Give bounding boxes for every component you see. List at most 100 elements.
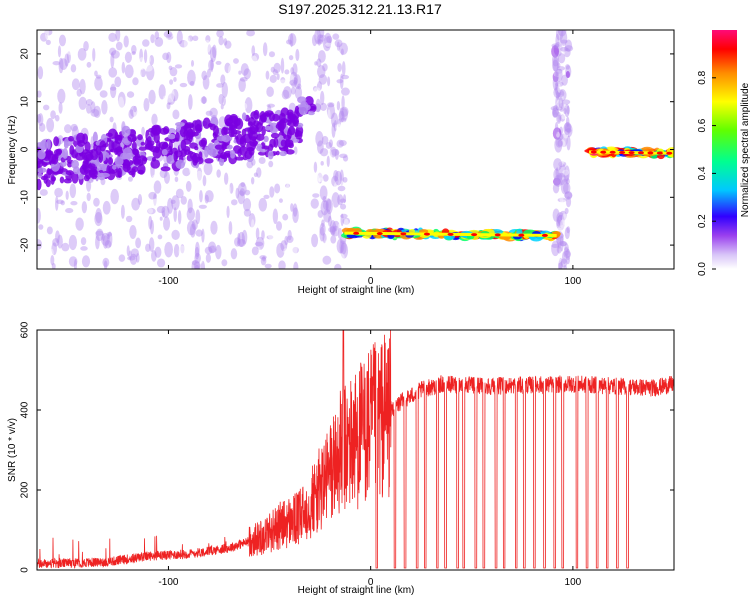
spectrogram-noise-mark (109, 116, 114, 123)
spectrogram-peak-mark (666, 151, 673, 155)
spectrogram-noise-mark (269, 186, 275, 198)
spectrogram-noise-mark (258, 157, 266, 164)
spectrogram-noise-mark (317, 210, 324, 218)
spectrogram-noise-mark (209, 107, 218, 118)
spectrogram-noise-mark (557, 197, 567, 203)
spectrogram-noise-mark (341, 61, 346, 77)
spectrogram-noise-mark (162, 210, 166, 218)
spectrogram-noise-mark (564, 207, 569, 215)
spectrogram-noise-mark (50, 248, 54, 258)
spectrogram-noise-mark (94, 70, 98, 77)
spectrogram-noise-mark (224, 40, 232, 49)
spectrogram-noise-mark (190, 59, 195, 68)
spectrogram-noise-mark (255, 236, 265, 250)
spectrogram-noise-mark (559, 30, 568, 46)
spectrogram-noise-mark (317, 38, 322, 46)
spectrogram-noise-mark (342, 121, 347, 128)
spectrogram-noise-mark (343, 194, 347, 204)
spectrogram-noise-mark (558, 260, 563, 269)
spectrogram-noise-mark (106, 232, 113, 237)
spectrogram-peak-mark (600, 150, 607, 154)
spectrogram-segment-mark (95, 145, 102, 156)
spectrogram-noise-mark (565, 64, 570, 70)
spectrogram-noise-mark (136, 113, 145, 120)
spectrogram-noise-mark (561, 114, 566, 120)
spectrogram-noise-mark (314, 61, 318, 66)
spectrogram-noise-mark (213, 238, 220, 249)
spectrogram-noise-mark (45, 46, 52, 62)
spectrogram-noise-mark (562, 213, 567, 225)
spectrogram-noise-mark (316, 169, 323, 183)
spectrogram-noise-mark (216, 169, 221, 178)
spectrogram-segment-mark (200, 137, 208, 147)
spectrogram-noise-mark (143, 54, 151, 65)
spectrogram-noise-mark (171, 195, 180, 211)
spectrogram-noise-mark (564, 247, 569, 253)
spectrogram-noise-mark (86, 104, 92, 114)
spectrogram-noise-mark (208, 241, 217, 254)
spectrogram-noise-mark (230, 248, 238, 260)
spectrogram-noise-mark (326, 57, 333, 67)
spectrogram-segment-mark (297, 96, 307, 104)
spectrogram-noise-mark (297, 83, 302, 90)
spectrogram-noise-mark (189, 223, 196, 238)
spectrogram-noise-mark (54, 187, 63, 198)
spectrogram-noise-mark (283, 248, 288, 254)
spectrogram-segment-mark (188, 128, 194, 140)
spectrogram-noise-mark (554, 71, 559, 77)
spectrogram-segment-mark (114, 156, 124, 167)
spectrogram-noise-mark (203, 40, 211, 53)
spectrogram-noise-mark (208, 59, 215, 71)
spectrogram-noise-mark (77, 48, 87, 61)
spectrogram-noise-mark (552, 71, 559, 83)
spectrogram-noise-mark (54, 114, 60, 122)
spectrogram-noise-mark (563, 250, 571, 258)
spectrogram-noise-mark (171, 229, 180, 240)
spectrogram-noise-mark (68, 234, 78, 251)
spectrogram-noise-mark (290, 67, 294, 75)
spectrogram-noise-mark (328, 139, 334, 148)
spectrogram-noise-mark (216, 30, 224, 38)
spectrogram-noise-mark (320, 160, 324, 166)
spectrogram-noise-mark (191, 259, 200, 269)
spectrogram-noise-mark (94, 76, 103, 91)
spectrogram-noise-mark (94, 211, 103, 227)
spectrogram-noise-mark (100, 232, 110, 246)
spectrogram-noise-mark (198, 204, 207, 209)
spectrogram-noise-mark (290, 86, 296, 95)
spectrogram-noise-mark (555, 81, 564, 87)
spectrogram-noise-mark (564, 191, 573, 199)
spectrogram-noise-mark (228, 65, 232, 79)
spectrogram-noise-mark (273, 62, 281, 74)
spectrogram-noise-mark (204, 246, 213, 255)
spectrogram-noise-mark (125, 215, 133, 223)
spectrogram-noise-mark (240, 31, 246, 39)
spectrogram-noise-mark (220, 74, 226, 85)
spectrogram-noise-mark (343, 218, 349, 231)
spectrogram-noise-mark (564, 104, 570, 118)
spectrogram-noise-mark (323, 36, 330, 46)
spectrogram-segment-mark (74, 152, 85, 161)
snr-y-axis-label: SNR (10 * v/v) (7, 418, 18, 482)
spectrogram-segment-mark (285, 149, 295, 155)
spectrogram-segment-mark (82, 152, 87, 161)
spectrogram-noise-mark (65, 208, 74, 214)
spectrogram-segment-mark (167, 133, 176, 140)
spectrogram-noise-mark (174, 64, 183, 69)
spectrogram-noise-mark (319, 223, 326, 236)
spectrogram-noise-mark (560, 179, 569, 195)
snr-x-tick-label: 100 (565, 577, 582, 588)
spectrogram-noise-mark (314, 30, 320, 40)
spectrogram-noise-mark (147, 207, 156, 215)
spectrogram-noise-mark (99, 90, 108, 98)
spectrogram-noise-mark (115, 220, 122, 228)
spectrogram-noise-mark (209, 236, 218, 245)
spectrogram-noise-mark (557, 53, 566, 64)
spectrogram-noise-mark (272, 208, 279, 225)
spectrogram-noise-mark (210, 220, 218, 235)
spectrogram-noise-mark (555, 68, 563, 74)
spectrogram-noise-mark (37, 66, 44, 80)
spectrogram-noise-mark (141, 126, 145, 136)
spectrogram-noise-mark (239, 188, 245, 197)
spectrogram-noise-mark (154, 246, 162, 258)
